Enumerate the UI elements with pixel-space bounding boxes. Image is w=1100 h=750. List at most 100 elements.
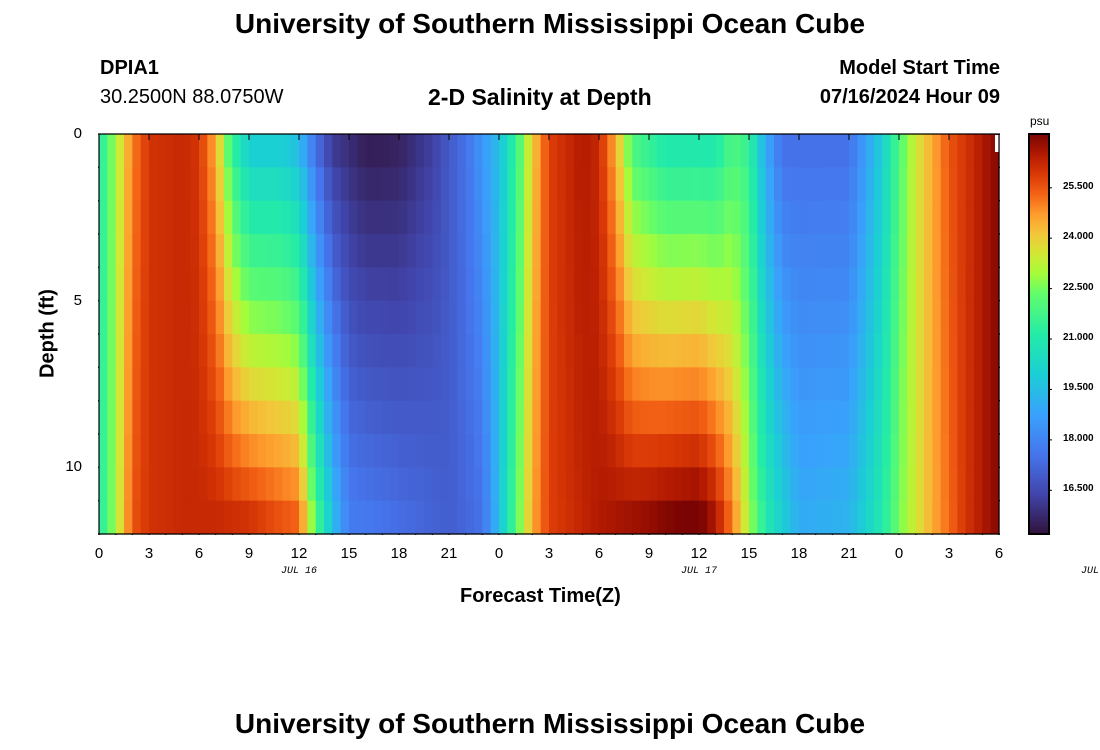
- heatmap-cell: [257, 400, 267, 435]
- heatmap-cell: [274, 500, 283, 535]
- heatmap-cell: [857, 400, 867, 435]
- heatmap-cell: [140, 267, 150, 302]
- heatmap-cell: [115, 467, 125, 502]
- heatmap-cell: [865, 467, 875, 502]
- heatmap-cell: [732, 367, 742, 402]
- heatmap-cell: [749, 334, 758, 368]
- heatmap-cell: [174, 367, 183, 402]
- heatmap-cell: [607, 500, 617, 535]
- heatmap-cell: [765, 367, 775, 402]
- heatmap-cell: [982, 367, 992, 402]
- heatmap-cell: [615, 467, 625, 502]
- heatmap-cell: [399, 200, 408, 235]
- heatmap-cell: [640, 300, 650, 335]
- heatmap-cell: [515, 367, 525, 402]
- heatmap-cell: [290, 167, 300, 202]
- heatmap-cell: [674, 500, 683, 535]
- heatmap-cell: [474, 300, 483, 335]
- heatmap-cell: [607, 434, 617, 468]
- heatmap-cell: [740, 334, 750, 368]
- heatmap-cell: [924, 467, 933, 502]
- heatmap-cell: [515, 434, 525, 468]
- heatmap-cell: [424, 300, 433, 335]
- heatmap-cell: [440, 134, 450, 168]
- heatmap-cell: [640, 134, 650, 168]
- heatmap-cell: [265, 467, 275, 502]
- heatmap-cell: [240, 400, 250, 435]
- x-tick-label: 6: [194, 545, 204, 562]
- heatmap-cell: [99, 334, 108, 368]
- heatmap-cell: [440, 234, 450, 268]
- heatmap-cell: [590, 334, 600, 368]
- heatmap-cell: [482, 434, 492, 468]
- heatmap-cell: [824, 200, 833, 235]
- heatmap-cell: [590, 467, 600, 502]
- heatmap-cell: [149, 500, 158, 535]
- heatmap-cell: [807, 267, 817, 302]
- heatmap-cell: [607, 467, 617, 502]
- heatmap-cell: [449, 334, 458, 368]
- heatmap-cell: [990, 200, 1000, 235]
- heatmap-cell: [882, 234, 892, 268]
- heatmap-cell: [265, 267, 275, 302]
- heatmap-cell: [132, 234, 142, 268]
- heatmap-cell: [224, 400, 233, 435]
- heatmap-cell: [790, 234, 800, 268]
- heatmap-cell: [782, 334, 792, 368]
- heatmap-cell: [207, 267, 217, 302]
- heatmap-cell: [574, 300, 583, 335]
- heatmap-cell: [732, 300, 742, 335]
- heatmap-cell: [507, 367, 517, 402]
- heatmap-cell: [890, 500, 900, 535]
- heatmap-cell: [257, 234, 267, 268]
- heatmap-cell: [199, 234, 208, 268]
- heatmap-cell: [224, 167, 233, 202]
- heatmap-cell: [682, 434, 692, 468]
- heatmap-cell: [549, 334, 558, 368]
- heatmap-cells: [99, 134, 1000, 535]
- heatmap-cell: [915, 434, 925, 468]
- heatmap-cell: [432, 334, 442, 368]
- heatmap-cell: [182, 267, 192, 302]
- heatmap-cell: [757, 300, 767, 335]
- heatmap-cell: [415, 400, 425, 435]
- heatmap-cell: [574, 334, 583, 368]
- x-tick-label: 18: [790, 545, 808, 562]
- heatmap-cell: [515, 300, 525, 335]
- heatmap-cell: [865, 167, 875, 202]
- heatmap-cell: [424, 434, 433, 468]
- heatmap-cell: [565, 200, 575, 235]
- heatmap-cell: [849, 467, 858, 502]
- heatmap-cell: [674, 467, 683, 502]
- heatmap-cell: [182, 334, 192, 368]
- heatmap-cell: [765, 267, 775, 302]
- heatmap-cell: [290, 267, 300, 302]
- heatmap-cell: [132, 367, 142, 402]
- heatmap-cell: [899, 434, 908, 468]
- heatmap-cell: [782, 467, 792, 502]
- heatmap-cell: [790, 367, 800, 402]
- heatmap-cell: [607, 300, 617, 335]
- heatmap-cell: [215, 234, 225, 268]
- heatmap-cell: [357, 200, 367, 235]
- heatmap-cell: [832, 234, 842, 268]
- heatmap-cell: [165, 200, 175, 235]
- heatmap-cell: [174, 500, 183, 535]
- heatmap-cell: [774, 167, 783, 202]
- heatmap-cell: [732, 200, 742, 235]
- heatmap-cell: [399, 134, 408, 168]
- heatmap-cell: [765, 300, 775, 335]
- heatmap-cell: [915, 334, 925, 368]
- heatmap-cell: [515, 467, 525, 502]
- heatmap-cell: [807, 467, 817, 502]
- heatmap-cell: [907, 367, 917, 402]
- heatmap-cell: [357, 400, 367, 435]
- heatmap-cell: [199, 267, 208, 302]
- heatmap-cell: [474, 434, 483, 468]
- heatmap-cell: [857, 467, 867, 502]
- page-title-bottom: University of Southern Mississippi Ocean…: [234, 708, 866, 739]
- heatmap-cell: [99, 200, 108, 235]
- heatmap-cell: [707, 234, 717, 268]
- heatmap-cell: [240, 134, 250, 168]
- heatmap-cell: [549, 367, 558, 402]
